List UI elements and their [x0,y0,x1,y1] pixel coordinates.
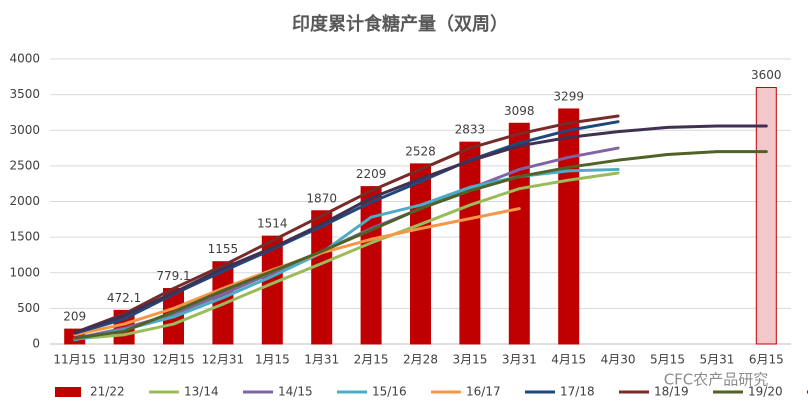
line [73,171,620,341]
data-label: 2209 [356,167,387,181]
chart-title: 印度累计食糖产量（双周） [292,13,508,35]
legend-label: 13/14 [184,385,219,399]
line [73,114,620,335]
x-tick-label: 6月15 [749,353,784,367]
bar [311,210,333,345]
data-label: 472.1 [107,291,141,305]
x-tick-label: 2月15 [354,353,389,367]
data-label: 209 [63,310,86,324]
x-tick-label: 12月31 [202,353,245,367]
legend-label: 21/22 [90,385,125,399]
data-label: 2528 [405,144,436,158]
y-tick-label: 1000 [9,265,40,279]
legend-label: 18/19 [654,385,689,399]
legend-swatch [55,387,81,397]
x-tick-label: 12月15 [152,353,195,367]
x-tick-label: 1月15 [255,353,290,367]
x-tick-label: 5月15 [650,353,685,367]
bar [508,122,530,345]
data-label: 2833 [455,123,486,137]
line [73,146,620,340]
y-tick-label: 3000 [9,123,40,137]
line [73,120,620,335]
legend-label: 14/15 [278,385,313,399]
data-label: 779.1 [156,269,190,283]
x-tick-label: 3月31 [502,353,537,367]
x-tick-label: 4月15 [551,353,586,367]
legend-label: 16/17 [466,385,501,399]
data-label: 3299 [553,89,584,103]
y-tick-label: 500 [17,301,40,315]
x-tick-label: 4月30 [601,353,636,367]
y-tick-label: 0 [32,337,40,351]
x-tick-label: 1月31 [304,353,339,367]
line [73,124,768,335]
y-tick-label: 2500 [9,158,40,172]
y-tick-label: 4000 [9,52,40,66]
y-tick-label: 3500 [9,87,40,101]
x-tick-label: 11月30 [103,353,146,367]
y-tick-label: 2000 [9,194,40,208]
watermark: CFC农产品研究 [664,371,769,389]
data-label: 1870 [306,191,337,205]
data-label: 3098 [504,104,535,118]
legend-label: 19/20 [748,385,783,399]
data-label: 1155 [208,242,239,256]
legend-label: 15/16 [372,385,407,399]
x-tick-label: 5月31 [699,353,734,367]
data-label: 1514 [257,217,288,231]
bar [360,186,382,345]
x-tick-label: 2月28 [403,353,438,367]
y-tick-label: 1500 [9,230,40,244]
x-tick-label: 11月15 [53,353,96,367]
bar [410,163,431,345]
legend-label: 17/18 [560,385,595,399]
bar [459,141,481,345]
bar [558,108,580,345]
bar [261,235,283,345]
line [73,150,768,340]
x-tick-label: 3月15 [452,353,487,367]
data-label: 3600 [751,68,782,82]
